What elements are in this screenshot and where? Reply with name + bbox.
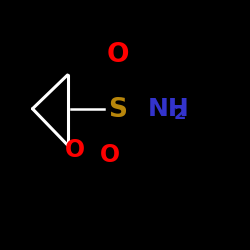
Text: O: O bbox=[65, 138, 85, 162]
Text: NH: NH bbox=[148, 97, 189, 121]
Text: S: S bbox=[108, 97, 127, 123]
Text: O: O bbox=[106, 42, 129, 68]
Text: 2: 2 bbox=[174, 105, 186, 123]
Text: O: O bbox=[100, 143, 120, 167]
